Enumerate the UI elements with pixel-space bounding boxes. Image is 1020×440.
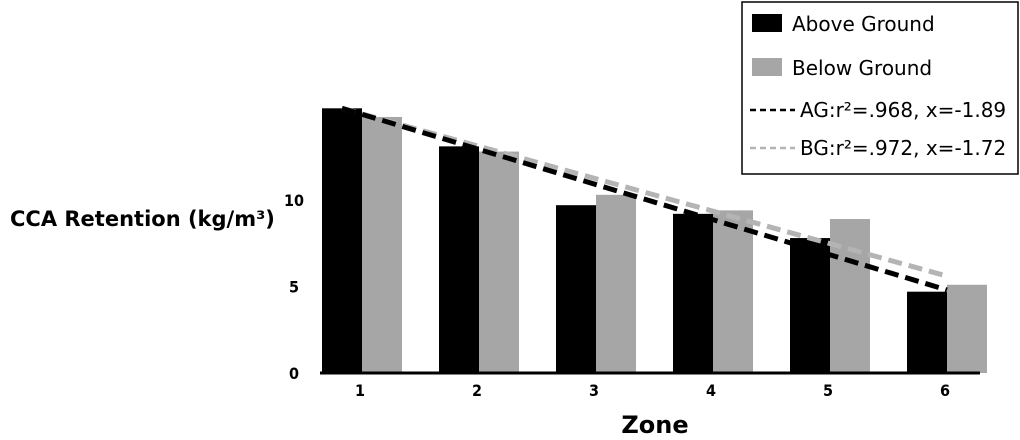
legend: Above Ground Below Ground AG:r²=.968, x=… <box>741 1 1019 175</box>
bar-above-ground-zone-2 <box>439 146 479 373</box>
bars-group <box>322 108 987 374</box>
trendlines-group <box>341 105 948 293</box>
x-tick-label: 5 <box>823 381 833 400</box>
x-tick-label: 3 <box>589 381 599 400</box>
y-axis-label: CCA Retention (kg/m³) <box>10 207 275 231</box>
bar-above-ground-zone-4 <box>673 213 713 373</box>
x-tick-label: 6 <box>940 381 950 400</box>
legend-label-below-ground: Below Ground <box>792 56 932 80</box>
y-ticks-group: 0 5 10 <box>284 191 304 383</box>
x-axis-label: Zone <box>621 411 688 439</box>
bar-below-ground-zone-2 <box>479 151 519 373</box>
bar-above-ground-zone-5 <box>790 238 830 373</box>
legend-box <box>741 1 1019 175</box>
x-tick-label: 1 <box>355 381 365 400</box>
legend-label-ag-trend: AG:r²=.968, x=-1.89 <box>800 98 1006 122</box>
y-tick-label: 10 <box>284 191 304 210</box>
x-tick-label: 2 <box>472 381 482 400</box>
legend-swatch-below-ground <box>752 58 782 76</box>
bar-below-ground-zone-3 <box>596 194 636 373</box>
bar-below-ground-zone-1 <box>362 116 402 374</box>
y-tick-label: 0 <box>289 364 299 383</box>
trendline-above-ground <box>341 105 948 293</box>
x-ticks-group: 1 2 3 4 5 6 <box>355 381 950 400</box>
bar-below-ground-zone-4 <box>713 210 753 373</box>
y-tick-label: 5 <box>289 278 299 297</box>
bar-below-ground-zone-5 <box>830 219 870 373</box>
bar-above-ground-zone-3 <box>556 205 596 373</box>
bar-above-ground-zone-6 <box>907 291 947 373</box>
legend-swatch-above-ground <box>752 14 782 32</box>
bar-above-ground-zone-1 <box>322 108 362 373</box>
legend-label-above-ground: Above Ground <box>792 12 935 36</box>
bar-below-ground-zone-6 <box>947 284 987 373</box>
legend-label-bg-trend: BG:r²=.972, x=-1.72 <box>800 136 1006 160</box>
x-tick-label: 4 <box>706 381 716 400</box>
